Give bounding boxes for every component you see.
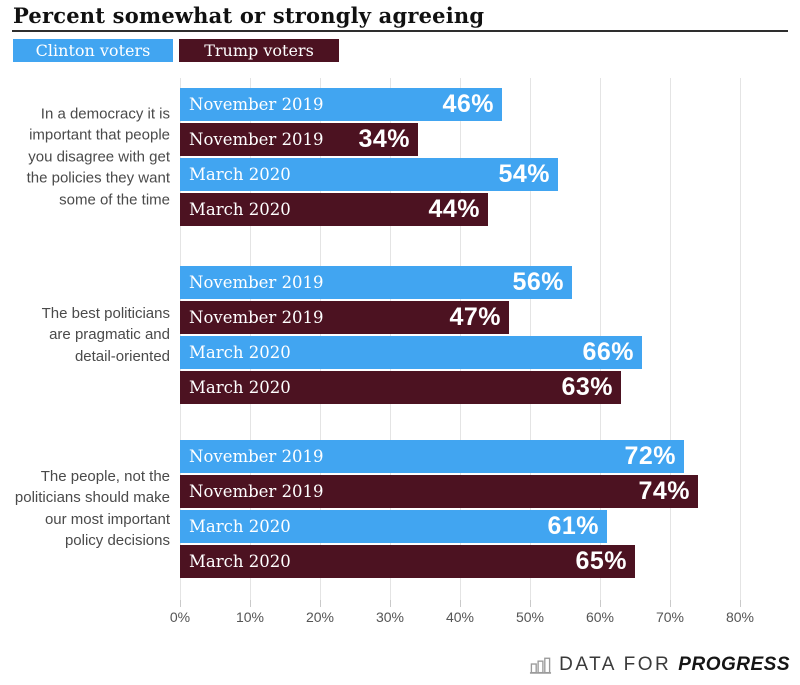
footer-brand: DATA FOR PROGRESS	[529, 653, 790, 676]
bar-period-label: November 2019	[189, 273, 324, 292]
x-axis-tick-label: 50%	[515, 609, 545, 625]
bar-period-label: November 2019	[189, 482, 324, 501]
bar-period-label: March 2020	[189, 552, 291, 571]
bar-period-label: March 2020	[189, 517, 291, 536]
bar-trump: November 2019 34%	[180, 123, 418, 156]
page-title: Percent somewhat or strongly agreeing	[13, 3, 485, 28]
category-label: The people, not the politicians should m…	[14, 468, 170, 550]
title-underline	[12, 30, 788, 32]
axis-tick	[530, 600, 531, 607]
bar-value-label: 72%	[624, 442, 676, 470]
axis-tick	[390, 600, 391, 607]
axis-tick	[320, 600, 321, 607]
bar-value-label: 74%	[638, 477, 690, 505]
bar-value-label: 34%	[358, 125, 410, 153]
bar-value-label: 63%	[561, 373, 613, 401]
category-label: The best politicians are pragmatic and d…	[41, 304, 170, 365]
category-label: In a democracy it is important that peop…	[26, 105, 170, 209]
bar-value-label: 66%	[582, 338, 634, 366]
brand-data-for-text: DATA FOR	[559, 653, 672, 675]
legend: Clinton voters Trump voters	[13, 39, 339, 62]
bar-period-label: November 2019	[189, 308, 324, 327]
bar-value-label: 65%	[575, 547, 627, 575]
bar-period-label: March 2020	[189, 200, 291, 219]
bar-clinton: March 2020 54%	[180, 158, 558, 191]
x-axis-tick-label: 70%	[655, 609, 685, 625]
bar-value-label: 46%	[442, 90, 494, 118]
legend-item-trump-voters: Trump voters	[179, 39, 339, 62]
legend-label-clinton-voters: Clinton voters	[35, 41, 151, 60]
x-axis-tick-label: 80%	[725, 609, 755, 625]
bar-value-label: 44%	[428, 195, 480, 223]
bar-clinton: March 2020 66%	[180, 336, 642, 369]
bar-trump: November 2019 74%	[180, 475, 698, 508]
legend-item-clinton-voters: Clinton voters	[13, 39, 173, 62]
gridline	[670, 78, 671, 600]
bar-trump: March 2020 63%	[180, 371, 621, 404]
bar-value-label: 61%	[547, 512, 599, 540]
x-axis-tick-label: 40%	[445, 609, 475, 625]
gridline	[740, 78, 741, 600]
x-axis-tick-label: 0%	[169, 609, 191, 625]
bar-trump: November 2019 47%	[180, 301, 509, 334]
bar-clinton: March 2020 61%	[180, 510, 607, 543]
bar-period-label: March 2020	[189, 343, 291, 362]
x-axis-tick-label: 60%	[585, 609, 615, 625]
axis-tick	[180, 600, 181, 607]
brand-progress-text: PROGRESS	[678, 653, 790, 675]
bar-period-label: November 2019	[189, 130, 324, 149]
x-axis-tick-label: 10%	[235, 609, 265, 625]
bar-clinton: November 2019 56%	[180, 266, 572, 299]
bar-value-label: 54%	[498, 160, 550, 188]
x-axis-tick-label: 30%	[375, 609, 405, 625]
bar-period-label: November 2019	[189, 447, 324, 466]
axis-tick	[250, 600, 251, 607]
bar-clinton: November 2019 72%	[180, 440, 684, 473]
axis-tick	[600, 600, 601, 607]
bar-clinton: November 2019 46%	[180, 88, 502, 121]
bar-period-label: March 2020	[189, 165, 291, 184]
bar-trump: March 2020 44%	[180, 193, 488, 226]
axis-tick	[670, 600, 671, 607]
bar-chart-icon	[530, 657, 552, 674]
bar-period-label: November 2019	[189, 95, 324, 114]
axis-tick	[460, 600, 461, 607]
bar-value-label: 47%	[449, 303, 501, 331]
bar-value-label: 56%	[512, 268, 564, 296]
bar-trump: March 2020 65%	[180, 545, 635, 578]
axis-tick	[740, 600, 741, 607]
x-axis-tick-label: 20%	[305, 609, 335, 625]
bar-period-label: March 2020	[189, 378, 291, 397]
legend-label-trump-voters: Trump voters	[204, 41, 314, 60]
